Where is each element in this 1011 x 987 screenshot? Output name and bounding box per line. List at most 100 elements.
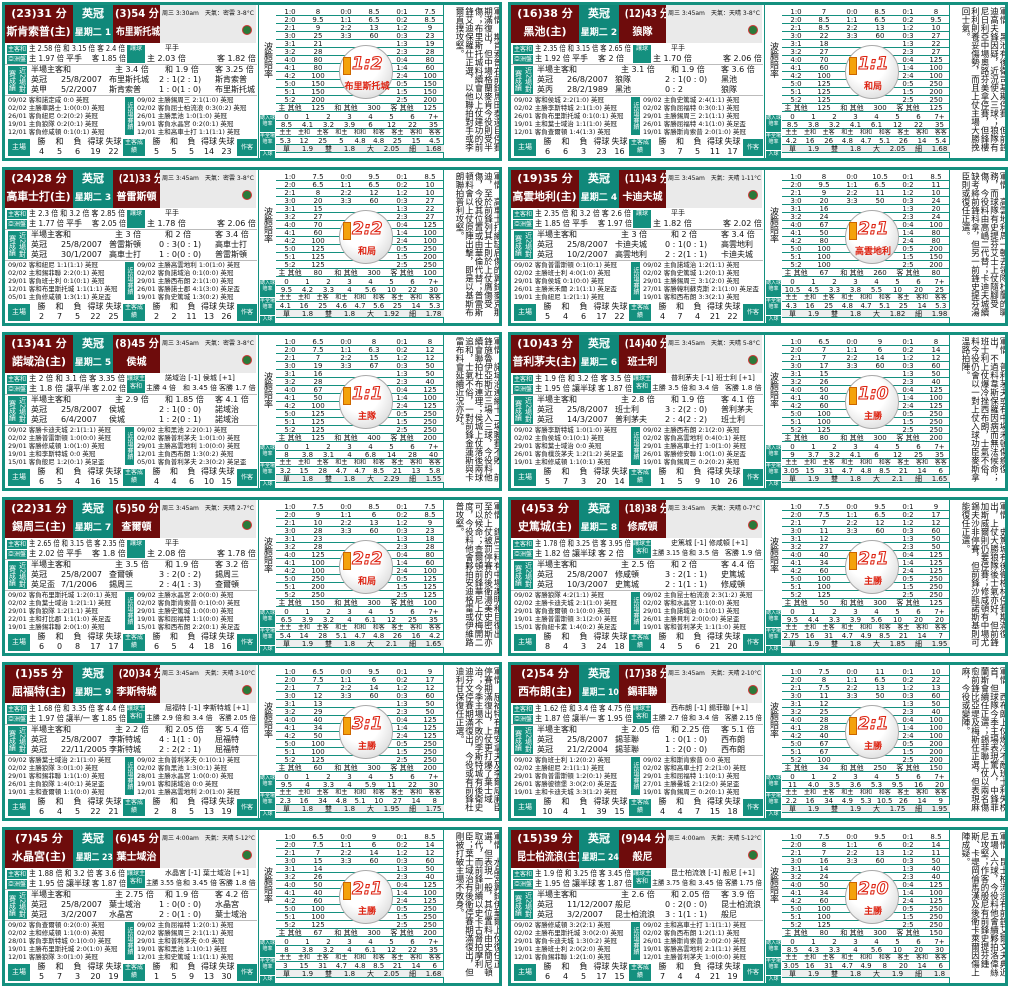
match-card[interactable]: (22)31 分錫周三(主) 英冠 星期二 7 (5)50 分查爾頓 周三 3:45am… xyxy=(2,497,502,656)
cs-odds: 60 xyxy=(313,897,323,905)
away-team-box[interactable]: (12)43 分狼隊 xyxy=(619,5,669,43)
home-team-box[interactable]: (19)35 分高雲地利(主) xyxy=(511,170,579,208)
cs-odds: 100 xyxy=(929,394,943,402)
away-team-box[interactable]: (6)45 分葉士域治 xyxy=(113,830,160,868)
goals-head: 1 xyxy=(811,608,816,616)
away-stat-value: 2 xyxy=(153,807,160,816)
badge-bar-icon xyxy=(343,57,351,75)
match-card[interactable]: (10)43 分普利茅夫(主) 英冠 星期二 6 (14)40 分班士利 周三 3:45… xyxy=(508,332,1008,491)
cs-odds: 250 xyxy=(929,591,943,599)
away-team-box[interactable]: (14)40 分班士利 xyxy=(619,335,669,373)
label-htft: 半全場賠率 xyxy=(766,793,781,810)
htft-head: 主主 xyxy=(279,459,292,466)
away-recent-match: 09/02 主勝西布朗 2:1(2:0) 英冠 xyxy=(643,426,740,434)
match-number: 星期二 7 xyxy=(74,523,112,533)
season-stats: 主場 主客成績 作客勝 4 勝 5 和 5 和 5 負 6 負 5 得球 19 得球 14 失球 22 失球 23 xyxy=(5,136,257,158)
weather-icon xyxy=(748,850,758,860)
htft-head: 和客 xyxy=(878,954,891,961)
match-card[interactable]: (2)54 分西布朗(主) 英冠 星期二 10 (17)38 分錫菲聯 周三 3:45a… xyxy=(508,662,1008,821)
cs-odds: 60 xyxy=(425,857,435,865)
away-team-box[interactable]: (5)50 分查爾頓 xyxy=(113,500,160,538)
label-home-field: 主場 xyxy=(514,469,536,486)
prediction-badge-icon: 2:1 高雲地利 xyxy=(845,210,899,264)
home-stat-value: 17 xyxy=(108,642,119,651)
home-team-name: 錫周三(主) xyxy=(11,520,67,533)
ou-odds: 1.75 xyxy=(425,805,442,813)
cs-score: 3:2 xyxy=(284,378,296,386)
home-team-box[interactable]: (16)38 分黑池(主) xyxy=(511,5,579,43)
match-card[interactable]: (7)45 分水晶宮(主) 英冠 星期二 23 (6)45 分葉士域治 周三 4:00a… xyxy=(2,827,502,986)
cs-odds: 19 xyxy=(313,362,323,370)
cs-score: 1:1 xyxy=(846,181,858,189)
home-team-box[interactable]: (7)45 分水晶宮(主) xyxy=(5,830,73,868)
ou-odds: 1.9 xyxy=(807,475,820,483)
away-team-box[interactable]: (3)54 分布里斯托城 xyxy=(113,5,160,43)
ou-odds: 1.8 xyxy=(343,970,356,978)
cs-odds: 100 xyxy=(817,913,831,921)
away-team-box[interactable]: (17)38 分錫菲聯 xyxy=(619,665,669,703)
home-team-box[interactable]: (13)41 分諾域治(主) xyxy=(5,335,73,373)
h2h-home: 侯城 xyxy=(109,405,125,414)
cs-score: 5:2 xyxy=(284,426,296,434)
match-card[interactable]: (15)39 分昆士柏流浪(主) 英冠 星期二 24 (9)44 分般尼 周三 4:00… xyxy=(508,827,1008,986)
home-team-box[interactable]: (23)31 分斯肯索普(主) xyxy=(5,5,73,43)
cs-score: 0:1 xyxy=(396,668,408,676)
cs-score: 5:0 xyxy=(790,575,802,583)
correct-score-row: 1:0 7.5 0:0 9.5 0:1 8.5 xyxy=(782,833,950,841)
home-team-box[interactable]: (1)55 分屈福特(主) xyxy=(5,665,73,703)
match-card[interactable]: (1)55 分屈福特(主) 英冠 星期二 9 (20)34 分李斯特城 周三 3:45a… xyxy=(2,662,502,821)
htft-head: 和主 xyxy=(841,459,854,466)
match-card[interactable]: (19)35 分高雲地利(主) 英冠 星期二 4 (11)43 分卡迪夫城 周三 3:4… xyxy=(508,167,1008,326)
away-recent-match: 28/01 主勝水晶宮 1:0(0:0) 英冠 xyxy=(137,772,234,780)
match-commentary: 軍情：水晶宮翼鋒伊華爾上仗復任正選，但表現一般，其位置料由史簡尼頓取代，而前鋒則… xyxy=(454,832,502,977)
home-team-box[interactable]: (15)39 分昆士柏流浪(主) xyxy=(511,830,581,868)
htft-head: 和和 xyxy=(860,129,873,136)
label-handicap: 讓球 xyxy=(127,210,145,228)
home-recent-match: 02/02 主負侯城 0:1(0:1) 英冠 xyxy=(514,434,604,442)
home-team-box[interactable]: (2)54 分西布朗(主) xyxy=(511,665,579,703)
label-away-field: 作客 xyxy=(237,139,257,156)
handicap-home: 主勝 3.5 倍 xyxy=(652,384,689,392)
home-team-box[interactable]: (24)28 分高車士打(主) xyxy=(5,170,73,208)
goals-odds: 12 xyxy=(387,616,396,624)
match-card[interactable]: (13)41 分諾域治(主) 英冠 星期二 5 (8)45 分侯城 周三 3:45am 天… xyxy=(2,332,502,491)
label-goals: 總入球賠率 xyxy=(766,280,781,297)
asian-line: 讓半球 xyxy=(572,549,596,558)
cs-score: 2:5 xyxy=(902,591,914,599)
away-team-box[interactable]: (20)34 分李斯特城 xyxy=(113,665,163,703)
stats-head: 失球 xyxy=(105,137,122,146)
home-team-box[interactable]: (22)31 分錫周三(主) xyxy=(5,500,73,538)
htft-head-row: 主主 主和 主客 和主 和和 和客 客主 客和 客客 xyxy=(782,624,950,632)
home-team-box[interactable]: (4)53 分史篤城(主) xyxy=(511,500,579,538)
label-goals-oe: 入球 xyxy=(766,976,781,983)
h2h-league: 英冠 xyxy=(537,405,553,414)
cs-odds: 60 xyxy=(931,527,941,535)
away-team-box[interactable]: (18)38 分修咸頓 xyxy=(619,500,669,538)
h2h-league: 英冠 xyxy=(31,735,47,744)
home-stat-value: 25 xyxy=(108,312,119,321)
stats-head: 得球 xyxy=(593,467,610,476)
weather-icon xyxy=(242,685,252,695)
h2h-home-odds: 主 2.05 倍 xyxy=(621,725,660,734)
htft-head: 客客 xyxy=(934,789,947,796)
match-card[interactable]: (23)31 分斯肯索普(主) 英冠 星期二 1 (3)54 分布里斯托城 周三 3:3… xyxy=(2,2,502,161)
cs-score: 2:2 xyxy=(340,354,352,362)
others-label: 和 其他 xyxy=(334,434,358,442)
match-card[interactable]: (4)53 分史篤城(主) 英冠 星期二 8 (18)38 分修咸頓 周三 3:45am… xyxy=(508,497,1008,656)
cs-odds: 12 xyxy=(425,849,435,857)
badge-bar-icon xyxy=(849,57,857,75)
away-team-box[interactable]: (9)44 分般尼 xyxy=(619,830,666,868)
cs-score: 1:3 xyxy=(396,370,408,378)
match-card[interactable]: (16)38 分黑池(主) 英冠 星期二 2 (12)43 分狼隊 周三 3:45am 天… xyxy=(508,2,1008,161)
cs-score: 1:0 xyxy=(790,8,802,16)
ou-label: 細 xyxy=(409,805,416,813)
away-team-box[interactable]: (11)43 分卡迪夫城 xyxy=(619,170,669,208)
goals-head: 1 xyxy=(305,938,310,946)
match-card[interactable]: (24)28 分高車士打(主) 英冠 星期二 3 (21)33 分普雷斯頓 周三 3:4… xyxy=(2,167,502,326)
home-team-box[interactable]: (10)43 分普利茅夫(主) xyxy=(511,335,579,373)
home-rank: (2)54 分 xyxy=(521,667,569,680)
away-team-box[interactable]: (21)33 分普雷斯頓 xyxy=(113,170,163,208)
away-team-box[interactable]: (8)45 分侯城 xyxy=(113,335,160,373)
htft-head-row: 主主 主和 主客 和主 和和 和客 客主 客和 客客 xyxy=(782,129,950,137)
handicap-away: 客 2.06 倍 xyxy=(217,219,256,228)
